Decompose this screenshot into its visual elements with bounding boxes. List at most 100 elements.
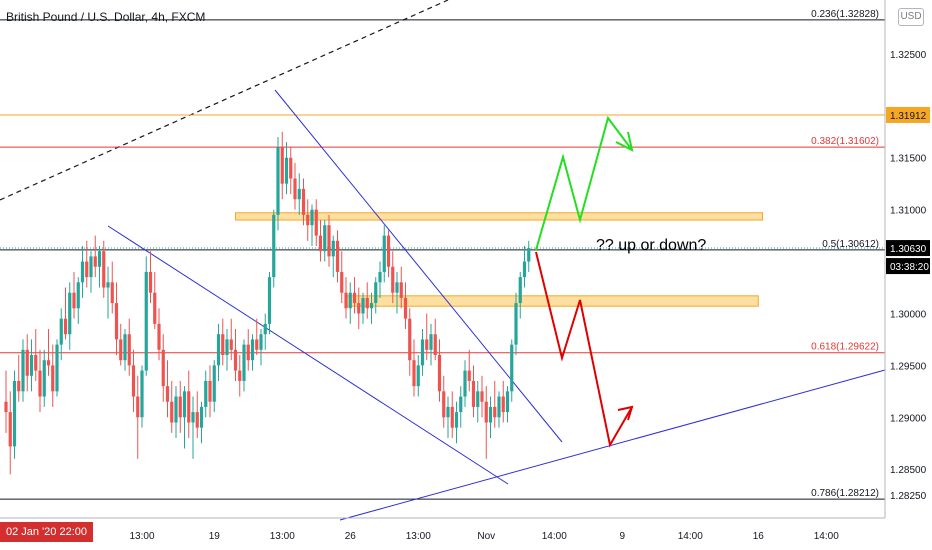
candle-body [267, 277, 272, 324]
time-tick-label: 14:00 [814, 531, 839, 542]
candle-body [136, 396, 140, 418]
candle-body [476, 391, 480, 407]
candle-body [527, 248, 531, 262]
candle-body [442, 391, 446, 418]
countdown-label: 03:38:20 [890, 262, 929, 273]
time-tick-label: 9 [619, 531, 625, 542]
candle-body [131, 365, 136, 397]
candle-body [365, 297, 369, 309]
candle-body [412, 360, 416, 387]
candle-body [246, 344, 250, 361]
time-tick-label: 14:00 [542, 531, 567, 542]
candle-body [102, 251, 106, 288]
symbol-title: British Pound / U.S. Dollar, 4h, FXCM [6, 10, 206, 24]
candle-body [250, 339, 255, 361]
candle-body [68, 292, 72, 335]
annotation-question: ?? up or down? [596, 237, 706, 254]
orange-level-tag-label: 1.31912 [890, 111, 927, 122]
candle-body [42, 360, 46, 397]
candle-body [212, 365, 216, 402]
cursor-date-label: 02 Jan '20 22:00 [0, 522, 94, 542]
candle-body [195, 412, 199, 428]
orange-level-tag [886, 106, 930, 123]
candle-body [323, 225, 327, 252]
support-resistance-zone [235, 212, 763, 221]
candle-body [522, 261, 527, 278]
candle-body [93, 256, 97, 267]
candle-body [21, 349, 25, 392]
candle-body [420, 339, 425, 366]
countdown-tag [886, 258, 930, 275]
candle-body [63, 318, 68, 335]
candle-body [17, 380, 21, 392]
candle-body [187, 391, 191, 423]
fib-level-label: 0.236(1.32828) [811, 9, 879, 20]
candle-body [301, 188, 306, 215]
support-resistance-zone [345, 295, 759, 307]
candle-body [225, 339, 229, 355]
candle-body [510, 344, 514, 392]
candle-body [378, 271, 382, 283]
candle-body [72, 292, 76, 309]
candle-body [518, 277, 522, 304]
candle-body [429, 334, 433, 350]
candle-body [46, 360, 51, 366]
candle-body [340, 271, 344, 293]
candle-body [348, 292, 352, 309]
candle-body [297, 188, 301, 200]
candle-body [153, 292, 157, 324]
candle-body [459, 396, 463, 413]
rising-support-line [339, 369, 886, 521]
candle-body [204, 380, 208, 407]
candle-body [191, 412, 195, 423]
price-tick-label: 1.29500 [890, 361, 927, 372]
candle-body [310, 209, 314, 226]
bearish-projection-arrow [535, 251, 633, 448]
fib-level-label: 0.786(1.28212) [811, 488, 879, 499]
candle-body [242, 344, 246, 381]
candle-body [238, 370, 242, 381]
candle-body [38, 370, 42, 397]
candle-body [229, 339, 233, 350]
candle-body [55, 344, 59, 392]
candle-body [110, 282, 114, 304]
candle-body [199, 406, 204, 428]
candle-body [357, 303, 361, 314]
price-tick-label: 1.30000 [890, 309, 927, 320]
candle-body [497, 396, 501, 418]
bearish-arrowhead [617, 405, 634, 421]
time-tick-label: 26 [345, 531, 357, 542]
fib-level-label: 0.5(1.30612) [822, 239, 879, 250]
candle-body [314, 209, 318, 236]
currency-button[interactable]: USD [898, 8, 924, 26]
candle-body [59, 318, 63, 345]
candle-body [471, 380, 476, 407]
candle-body [386, 235, 391, 267]
candle-body [450, 406, 454, 428]
candle-body [463, 370, 467, 397]
candle-body [327, 225, 331, 257]
candle-body [467, 370, 471, 381]
candle-body [144, 271, 148, 371]
candle-body [174, 396, 178, 423]
candle-body [178, 396, 182, 418]
candle-body [488, 406, 493, 423]
candle-body [369, 303, 374, 309]
candle-body [8, 412, 12, 447]
candle-body [165, 386, 170, 402]
bullish-arrowhead [615, 131, 634, 152]
candle-body [106, 282, 110, 288]
candle-body [289, 157, 293, 179]
candle-body [29, 354, 34, 376]
candle-body [170, 401, 174, 423]
time-tick-label: Nov [477, 531, 495, 542]
price-tick-label: 1.28500 [890, 465, 927, 476]
candle-body [361, 297, 365, 314]
candle-body [161, 349, 165, 387]
candle-body [80, 261, 85, 283]
time-tick-label: 19 [209, 531, 221, 542]
time-tick-label: 13:00 [406, 531, 431, 542]
